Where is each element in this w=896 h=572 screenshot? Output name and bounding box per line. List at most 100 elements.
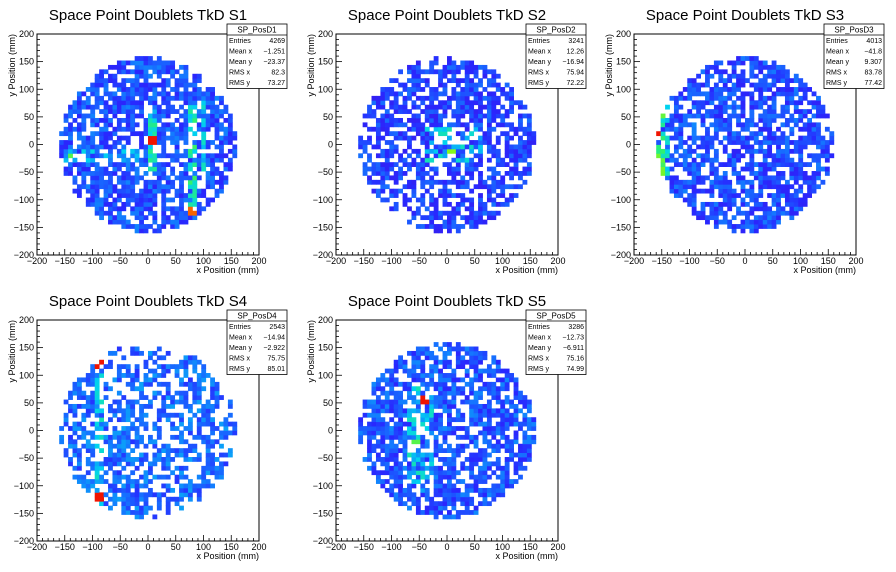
histogram-cell <box>713 95 719 101</box>
histogram-cell <box>473 421 479 427</box>
histogram-cell <box>214 465 220 471</box>
histogram-cell <box>85 470 91 476</box>
histogram-cell <box>63 171 69 176</box>
histogram-cell <box>121 510 127 515</box>
histogram-cell <box>72 426 78 431</box>
histogram-cell <box>411 87 417 92</box>
histogram-cell <box>526 403 532 409</box>
histogram-cell <box>740 201 746 207</box>
histogram-cell <box>94 408 100 414</box>
histogram-cell <box>713 126 719 132</box>
histogram-cell <box>420 421 426 427</box>
histogram-cell <box>375 166 381 172</box>
histogram-cell <box>447 64 452 70</box>
histogram-cell <box>429 64 435 70</box>
histogram-cell <box>139 434 144 440</box>
histogram-cell <box>85 487 91 493</box>
histogram-cell <box>491 215 497 221</box>
histogram-cell <box>407 144 412 150</box>
histogram-cell <box>526 408 532 414</box>
histogram-cell <box>495 359 501 365</box>
histogram-cell <box>451 470 457 476</box>
histogram-cell <box>469 171 475 176</box>
histogram-cell <box>718 91 724 97</box>
histogram-cell <box>192 381 198 387</box>
histogram-cell <box>99 166 104 172</box>
histogram-cell <box>656 144 662 150</box>
x-axis-label: x Position (mm) <box>495 551 558 561</box>
panel-5: Space Point Doublets TkD S5−200 −150 −100−… <box>306 293 587 561</box>
histogram-cell <box>486 113 492 119</box>
histogram-cell <box>753 100 759 106</box>
histogram-cell <box>793 78 799 84</box>
histogram-cell <box>210 377 215 383</box>
histogram-cell <box>196 175 202 181</box>
histogram-cell <box>398 91 403 97</box>
histogram-cell <box>460 95 466 101</box>
histogram-cell <box>451 514 457 520</box>
histogram-cell <box>389 368 395 374</box>
histogram-cell <box>219 148 224 154</box>
histogram-cell <box>420 122 426 128</box>
histogram-cell <box>780 171 786 176</box>
histogram-cell <box>76 162 82 167</box>
histogram-cell <box>214 122 220 128</box>
histogram-cell <box>442 457 448 462</box>
histogram-cell <box>665 140 670 145</box>
histogram-cell <box>205 403 211 409</box>
histogram-cell <box>402 412 408 418</box>
histogram-cell <box>500 483 506 489</box>
histogram-cell <box>179 487 184 493</box>
histogram-cell <box>816 166 821 172</box>
histogram-cell <box>758 95 764 101</box>
histogram-cell <box>451 224 457 229</box>
histogram-cell <box>85 140 91 145</box>
histogram-cell <box>433 60 439 66</box>
histogram-cell <box>148 487 153 493</box>
axis-ticks: −200 −150 −100 −50 0 50 100 150 200−200−150−100−… <box>611 29 864 266</box>
histogram-cell <box>108 206 113 212</box>
histogram-cell <box>165 104 171 110</box>
histogram-cell <box>424 188 430 194</box>
histogram-cell <box>393 465 399 471</box>
histogram-cell <box>691 140 697 145</box>
histogram-cell <box>713 215 719 221</box>
x-tick-label: 100 <box>495 256 510 266</box>
histogram-cell <box>210 390 215 396</box>
histogram-cell <box>469 377 475 383</box>
histogram-cell <box>415 210 421 216</box>
histogram-cell <box>362 113 368 119</box>
histogram-cell <box>442 390 448 396</box>
histogram-cell <box>380 421 386 427</box>
histogram-cell <box>669 166 675 172</box>
histogram-cell <box>179 175 184 181</box>
histogram-cell <box>125 426 131 431</box>
histogram-cell <box>134 417 140 423</box>
histogram-cell <box>170 496 176 502</box>
histogram-cell <box>526 171 532 176</box>
histogram-cell <box>513 395 519 400</box>
histogram-cell <box>192 87 198 92</box>
histogram-cell <box>76 448 82 453</box>
histogram-cell <box>522 403 528 409</box>
histogram-cell <box>451 426 457 431</box>
histogram-cell <box>424 157 430 163</box>
histogram-cell <box>495 95 501 101</box>
histogram-cell <box>455 78 461 84</box>
histogram-cell <box>469 210 475 216</box>
histogram-cell <box>509 443 514 449</box>
histogram-cell <box>183 219 189 225</box>
histogram-cell <box>375 104 381 110</box>
histogram-cell <box>81 122 87 128</box>
histogram-cell <box>482 184 488 190</box>
histogram-cell <box>482 408 488 414</box>
histogram-cell <box>411 355 417 361</box>
histogram-cell <box>90 171 96 176</box>
histogram-cell <box>139 91 144 97</box>
histogram-cell <box>767 126 773 132</box>
histogram-cell <box>367 421 372 427</box>
histogram-cell <box>473 505 479 511</box>
histogram-cell <box>464 368 470 374</box>
histogram-cell <box>384 126 390 132</box>
histogram-cell <box>94 82 100 88</box>
